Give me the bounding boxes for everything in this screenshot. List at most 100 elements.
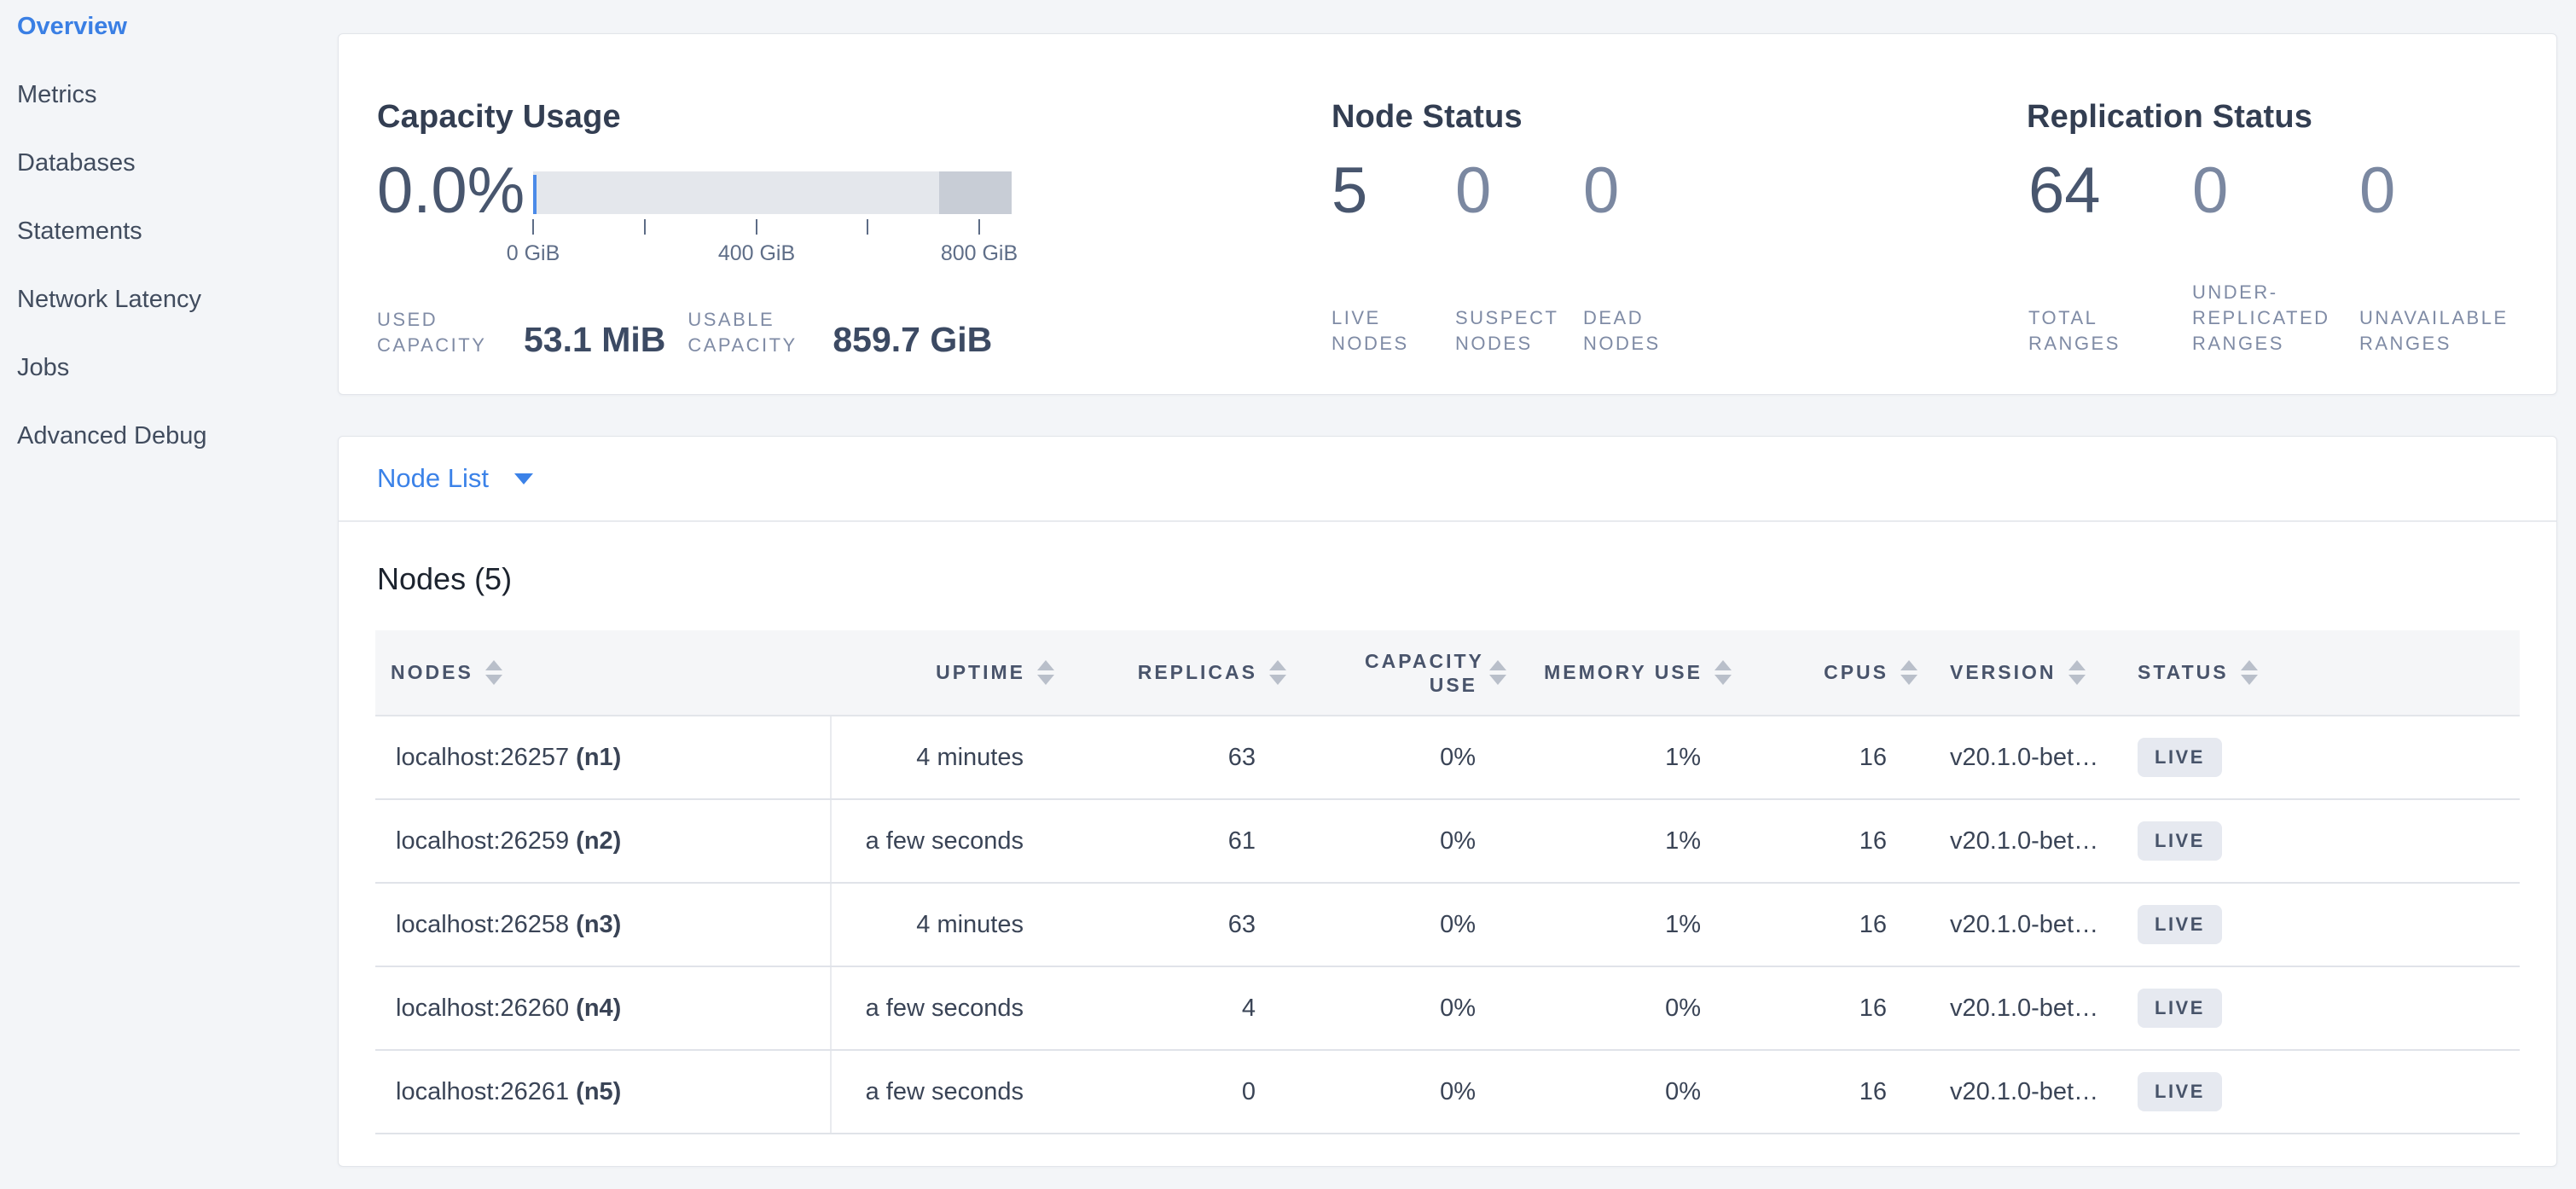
sidebar-item-network-latency[interactable]: Network Latency	[17, 286, 201, 313]
replicas-cell: 63	[1054, 716, 1286, 800]
suspect-nodes-count: 0	[1455, 154, 1492, 227]
capacity-use-cell: 0%	[1286, 1050, 1506, 1134]
sidebar: Overview Metrics Databases Statements Ne…	[0, 0, 338, 1189]
column-header-capacity-use[interactable]: CAPACITY USE	[1286, 630, 1506, 716]
sort-icon	[1714, 660, 1732, 685]
node-id: (n2)	[576, 826, 622, 855]
table-row[interactable]: localhost:26258 (n3) 4 minutes 63 0% 1% 1…	[375, 883, 2520, 967]
version-cell: v20.1.0-bet…	[1917, 883, 2105, 967]
axis-tick	[867, 219, 868, 235]
replicas-cell: 61	[1054, 799, 1286, 884]
node-address[interactable]: localhost:26257	[396, 743, 570, 771]
live-nodes-count: 5	[1332, 154, 1368, 227]
node-id: (n4)	[576, 994, 622, 1022]
capacity-other-segment	[938, 171, 1012, 214]
usable-capacity-value: 859.7 GiB	[833, 320, 993, 359]
memory-use-cell: 1%	[1506, 883, 1732, 967]
status-badge: LIVE	[2138, 905, 2222, 944]
replicas-cell: 4	[1054, 966, 1286, 1051]
node-list-dropdown[interactable]: Node List	[339, 437, 2556, 522]
version-cell: v20.1.0-bet…	[1917, 799, 2105, 884]
total-ranges-count: 64	[2028, 154, 2101, 227]
nodes-table-title: Nodes (5)	[377, 561, 513, 596]
sidebar-item-statements[interactable]: Statements	[17, 218, 142, 245]
capacity-used-percent: 0.0%	[377, 154, 525, 227]
table-row[interactable]: localhost:26257 (n1) 4 minutes 63 0% 1% 1…	[375, 716, 2520, 800]
dead-nodes-label: DEAD NODES	[1583, 307, 1661, 354]
node-address[interactable]: localhost:26260	[396, 994, 570, 1022]
node-address[interactable]: localhost:26259	[396, 826, 570, 855]
uptime-cell: a few seconds	[831, 966, 1054, 1051]
sort-icon	[1037, 660, 1054, 685]
uptime-cell: a few seconds	[831, 1050, 1054, 1134]
under-replicated-ranges-count: 0	[2192, 154, 2229, 227]
memory-use-cell: 0%	[1506, 1050, 1732, 1134]
usable-capacity-label: USABLE CAPACITY	[688, 309, 798, 356]
capacity-use-cell: 0%	[1286, 716, 1506, 800]
sort-icon	[1900, 660, 1917, 685]
status-badge: LIVE	[2138, 821, 2222, 861]
status-badge: LIVE	[2138, 738, 2222, 777]
suspect-nodes-label: SUSPECT NODES	[1455, 307, 1559, 354]
column-header-cpus[interactable]: CPUS	[1732, 630, 1917, 716]
uptime-cell: 4 minutes	[831, 883, 1054, 967]
nodes-table: NODES UPTIME REPLICAS CAPACITY USE MEMOR…	[375, 630, 2520, 1134]
capacity-usage-title: Capacity Usage	[377, 99, 621, 135]
sidebar-item-overview[interactable]: Overview	[17, 13, 127, 40]
column-header-replicas[interactable]: REPLICAS	[1054, 630, 1286, 716]
column-header-memory-use[interactable]: MEMORY USE	[1506, 630, 1732, 716]
node-id: (n5)	[576, 1077, 622, 1105]
cpus-cell: 16	[1732, 1050, 1917, 1134]
node-address[interactable]: localhost:26258	[396, 910, 570, 938]
sidebar-item-metrics[interactable]: Metrics	[17, 81, 97, 108]
column-header-uptime[interactable]: UPTIME	[831, 630, 1054, 716]
sidebar-item-advanced-debug[interactable]: Advanced Debug	[17, 422, 207, 450]
status-badge: LIVE	[2138, 989, 2222, 1028]
axis-tick	[532, 219, 534, 235]
table-row[interactable]: localhost:26261 (n5) a few seconds 0 0% 0…	[375, 1050, 2520, 1134]
used-capacity-label: USED CAPACITY	[377, 309, 487, 356]
replicas-cell: 0	[1054, 1050, 1286, 1134]
axis-tick	[756, 219, 757, 235]
capacity-use-cell: 0%	[1286, 966, 1506, 1051]
used-capacity-marker	[533, 175, 537, 214]
node-list-card: Node List Nodes (5) NODES UPTIME REPLICA…	[338, 436, 2557, 1167]
sort-icon	[1269, 660, 1286, 685]
axis-tick	[978, 219, 980, 235]
sort-icon	[2240, 660, 2258, 685]
axis-label-800gib: 800 GiB	[940, 241, 1018, 265]
replicas-cell: 63	[1054, 883, 1286, 967]
capacity-stats: USED CAPACITY 53.1 MiB USABLE CAPACITY 8…	[377, 307, 1014, 358]
memory-use-cell: 0%	[1506, 966, 1732, 1051]
replication-status-title: Replication Status	[2027, 99, 2313, 135]
sort-icon	[484, 660, 502, 685]
axis-label-0gib: 0 GiB	[506, 241, 560, 265]
version-cell: v20.1.0-bet…	[1917, 716, 2105, 800]
uptime-cell: a few seconds	[831, 799, 1054, 884]
column-header-status[interactable]: STATUS	[2105, 630, 2520, 716]
sidebar-item-databases[interactable]: Databases	[17, 149, 136, 177]
column-header-version[interactable]: VERSION	[1917, 630, 2105, 716]
used-capacity-value: 53.1 MiB	[524, 320, 666, 359]
node-id: (n1)	[576, 743, 622, 771]
unavailable-ranges-label: UNAVAILABLE RANGES	[2359, 307, 2509, 354]
total-ranges-label: TOTAL RANGES	[2028, 307, 2121, 354]
dead-nodes-count: 0	[1583, 154, 1620, 227]
unavailable-ranges-count: 0	[2359, 154, 2396, 227]
cpus-cell: 16	[1732, 966, 1917, 1051]
node-status-title: Node Status	[1332, 99, 1523, 135]
node-address[interactable]: localhost:26261	[396, 1077, 570, 1105]
capacity-use-cell: 0%	[1286, 883, 1506, 967]
table-row[interactable]: localhost:26260 (n4) a few seconds 4 0% 0…	[375, 966, 2520, 1051]
axis-label-400gib: 400 GiB	[717, 241, 796, 265]
cpus-cell: 16	[1732, 716, 1917, 800]
sidebar-item-jobs[interactable]: Jobs	[17, 354, 70, 381]
column-header-nodes[interactable]: NODES	[375, 630, 831, 716]
version-cell: v20.1.0-bet…	[1917, 1050, 2105, 1134]
node-list-dropdown-label: Node List	[377, 463, 489, 493]
sort-icon	[1489, 660, 1506, 685]
capacity-usage-bar	[533, 171, 1012, 214]
under-replicated-ranges-label: UNDER-REPLICATED RANGES	[2192, 281, 2330, 354]
table-row[interactable]: localhost:26259 (n2) a few seconds 61 0% …	[375, 799, 2520, 884]
cluster-overview-card: Capacity Usage 0.0% 0 GiB 400 GiB 800 Gi…	[338, 33, 2557, 395]
